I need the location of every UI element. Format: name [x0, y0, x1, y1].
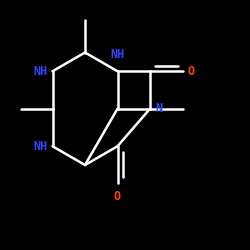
- Text: NH: NH: [110, 48, 124, 61]
- Text: N: N: [155, 102, 162, 115]
- Text: NH: NH: [33, 65, 48, 78]
- Text: O: O: [188, 65, 194, 78]
- Text: NH: NH: [33, 140, 48, 153]
- Text: O: O: [114, 190, 121, 203]
